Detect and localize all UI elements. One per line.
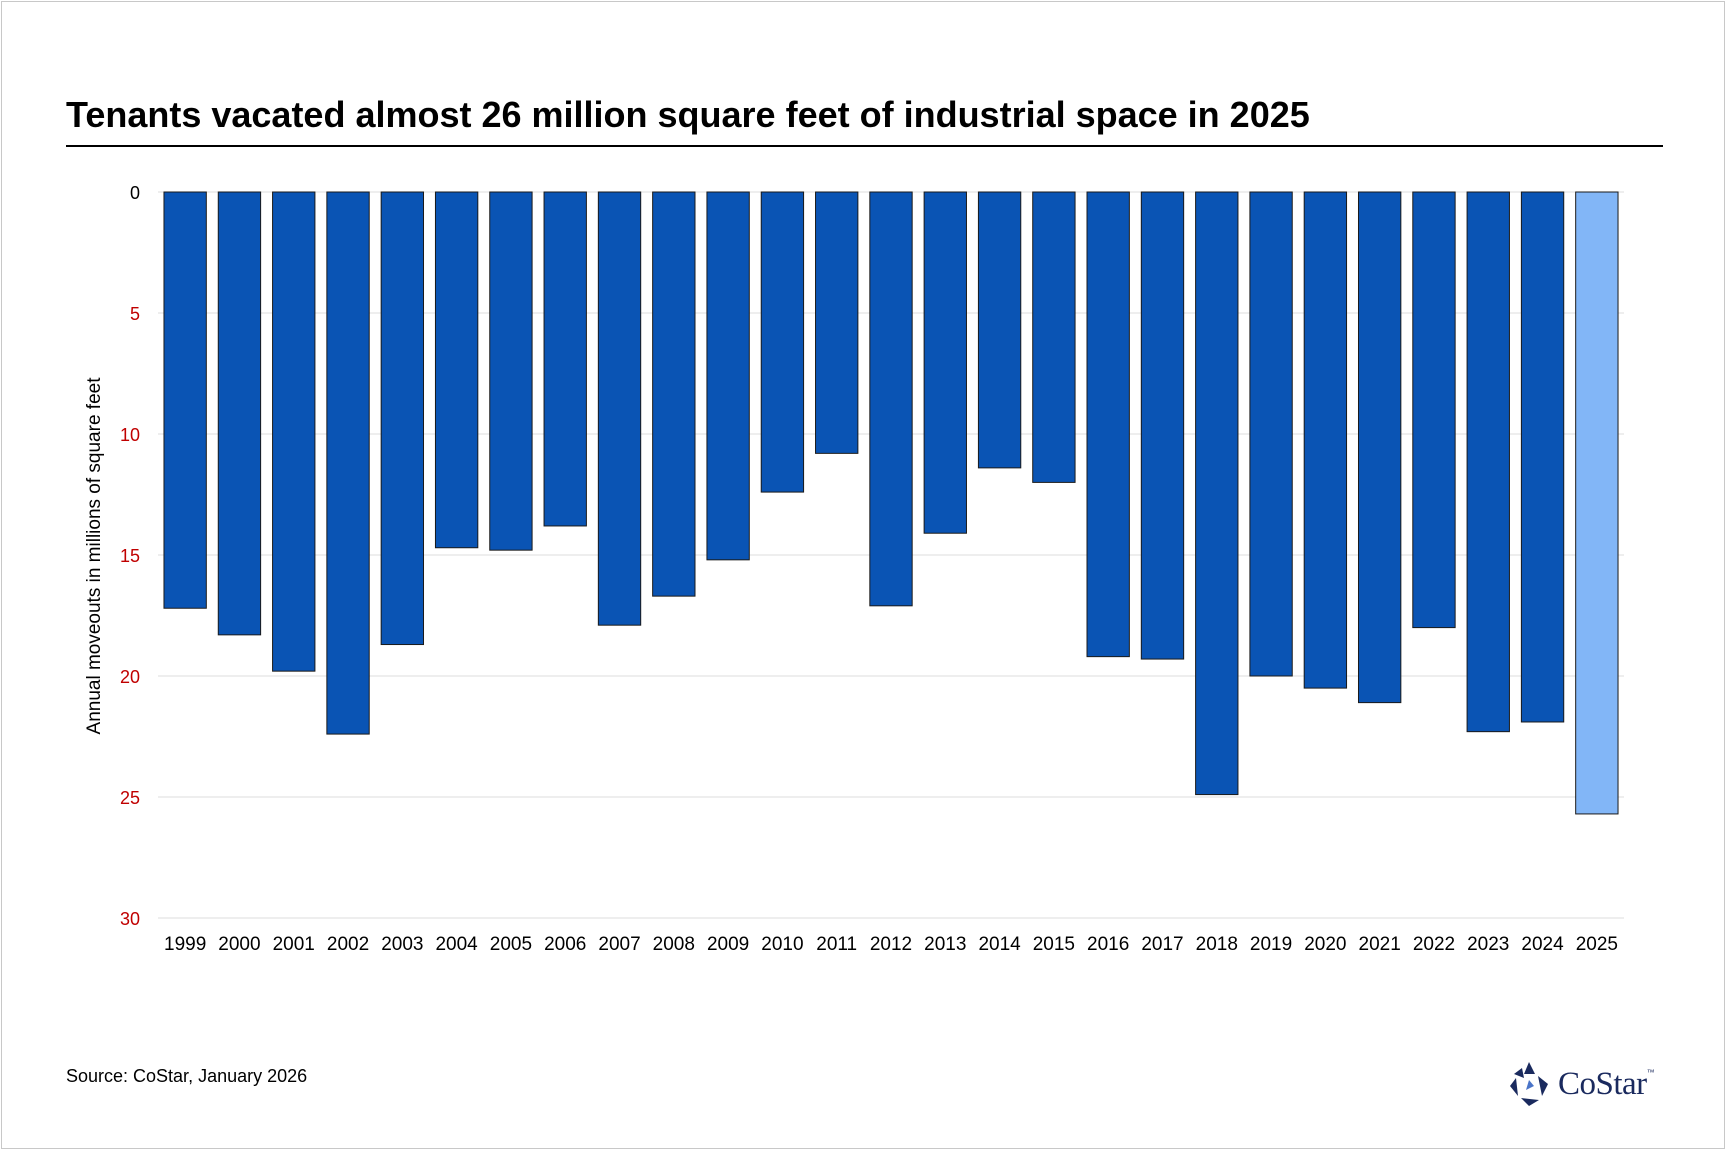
bar-2009 <box>706 191 750 561</box>
bar-2014 <box>977 191 1022 469</box>
x-tick-label: 2013 <box>924 934 966 955</box>
x-tick-label: 2021 <box>1359 934 1401 955</box>
bar-2020 <box>1303 191 1348 689</box>
x-tick-label: 2000 <box>218 934 260 955</box>
y-tick-label: 20 <box>120 667 140 687</box>
source-note: Source: CoStar, January 2026 <box>66 1066 308 1086</box>
x-tick-label: 2003 <box>381 934 423 955</box>
y-tick-labels: 0 5 10 15 20 25 30 <box>120 183 140 929</box>
bar-2015 <box>1032 191 1076 483</box>
bar-2007 <box>597 191 642 626</box>
bar-2000 <box>217 191 262 636</box>
y-tick-label: 10 <box>120 425 140 445</box>
bar-2016 <box>1086 191 1130 658</box>
x-tick-label: 2007 <box>598 934 640 955</box>
y-tick-label: 5 <box>130 304 140 324</box>
bar-2018 <box>1195 191 1239 796</box>
y-tick-label: 0 <box>130 183 140 203</box>
x-tick-label: 2014 <box>978 934 1021 955</box>
costar-star-icon <box>1510 1062 1548 1106</box>
chart-title: Tenants vacated almost 26 million square… <box>66 94 1310 135</box>
bar-2010 <box>760 191 805 493</box>
bars <box>163 191 1619 815</box>
bar-2006 <box>543 191 587 527</box>
title-divider <box>66 145 1663 147</box>
bar-2005 <box>489 191 533 551</box>
x-tick-label: 2023 <box>1467 934 1509 955</box>
bar-2003 <box>380 191 425 646</box>
x-tick-label: 2012 <box>870 934 912 955</box>
x-tick-label: 2006 <box>544 934 586 955</box>
x-tick-label: 2001 <box>273 934 315 955</box>
costar-logo: CoStar ™ <box>1508 1060 1655 1108</box>
x-tick-label: 2011 <box>816 934 857 955</box>
x-tick-label: 2019 <box>1250 934 1292 955</box>
x-tick-label: 2002 <box>327 934 369 955</box>
y-tick-label: 30 <box>120 909 140 929</box>
bar-2025 <box>1575 191 1619 815</box>
bar-2012 <box>869 191 913 607</box>
x-tick-label: 1999 <box>164 934 206 955</box>
bar-2013 <box>923 191 967 534</box>
x-tick-label: 2009 <box>707 934 749 955</box>
bar-2017 <box>1140 191 1185 660</box>
x-tick-label: 2005 <box>490 934 532 955</box>
bar-2023 <box>1466 191 1510 733</box>
bar-2019 <box>1249 191 1293 677</box>
x-tick-label: 2020 <box>1304 934 1346 955</box>
y-tick-label: 15 <box>120 546 140 566</box>
x-tick-label: 2004 <box>435 934 478 955</box>
x-tick-label: 2016 <box>1087 934 1129 955</box>
bar-2011 <box>815 191 859 454</box>
x-tick-labels: 1999 2000 2001 2002 2003 2004 2005 2006 2007 2008… <box>164 934 1618 955</box>
y-axis-label: Annual moveouts in millions of square fe… <box>84 377 105 735</box>
bar-2008 <box>652 191 696 597</box>
x-tick-label: 2008 <box>653 934 695 955</box>
x-tick-label: 2010 <box>761 934 803 955</box>
x-tick-label: 2024 <box>1521 934 1564 955</box>
x-tick-label: 2017 <box>1141 934 1183 955</box>
x-tick-label: 2015 <box>1033 934 1075 955</box>
bar-2001 <box>272 191 316 672</box>
x-tick-label: 2025 <box>1576 934 1618 955</box>
bar-2004 <box>434 191 479 549</box>
bar-2002 <box>326 191 370 735</box>
bar-2022 <box>1412 191 1456 629</box>
y-tick-label: 25 <box>120 788 140 808</box>
logo-wordmark: CoStar <box>1558 1065 1647 1102</box>
bar-1999 <box>163 191 207 609</box>
x-tick-label: 2022 <box>1413 934 1455 955</box>
bar-2024 <box>1520 191 1565 723</box>
bar-2021 <box>1357 191 1402 704</box>
logo-trademark: ™ <box>1646 1067 1655 1077</box>
x-tick-label: 2018 <box>1196 934 1238 955</box>
